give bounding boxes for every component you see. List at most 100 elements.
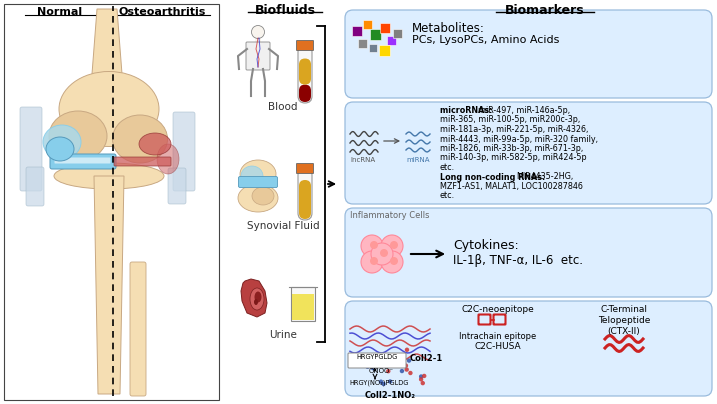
FancyBboxPatch shape	[369, 44, 377, 53]
Text: C-Terminal: C-Terminal	[601, 305, 647, 314]
FancyBboxPatch shape	[299, 84, 311, 102]
Ellipse shape	[250, 288, 264, 310]
Circle shape	[390, 241, 398, 249]
FancyBboxPatch shape	[297, 40, 313, 50]
Circle shape	[421, 381, 425, 385]
Text: miRNA: miRNA	[406, 157, 429, 163]
Text: C2C-neoepitope: C2C-neoepitope	[462, 305, 534, 314]
Ellipse shape	[252, 25, 265, 38]
Text: ONOO⁻: ONOO⁻	[369, 368, 394, 374]
Circle shape	[381, 235, 403, 257]
Text: Biofluids: Biofluids	[255, 4, 315, 17]
FancyBboxPatch shape	[298, 45, 312, 103]
Circle shape	[356, 354, 360, 359]
Text: MIR4435-2HG,: MIR4435-2HG,	[516, 173, 573, 181]
FancyBboxPatch shape	[381, 23, 391, 34]
Text: IL-1β, TNF-α, IL-6  etc.: IL-1β, TNF-α, IL-6 etc.	[453, 254, 583, 267]
Text: HRGYPGLDG: HRGYPGLDG	[356, 354, 398, 360]
Ellipse shape	[252, 187, 274, 205]
FancyBboxPatch shape	[299, 180, 311, 219]
Ellipse shape	[43, 125, 81, 159]
FancyBboxPatch shape	[50, 154, 116, 169]
FancyBboxPatch shape	[345, 208, 712, 297]
Text: Osteoarthritis: Osteoarthritis	[118, 7, 206, 17]
Text: lncRNA: lncRNA	[350, 157, 375, 163]
Circle shape	[366, 365, 370, 369]
Text: miR-497, miR-146a-5p,: miR-497, miR-146a-5p,	[478, 106, 570, 115]
Circle shape	[419, 375, 423, 379]
Ellipse shape	[54, 163, 164, 189]
Ellipse shape	[46, 137, 74, 161]
Text: Normal: Normal	[37, 7, 82, 17]
FancyBboxPatch shape	[54, 158, 110, 164]
FancyBboxPatch shape	[168, 168, 186, 204]
Circle shape	[370, 257, 378, 265]
Circle shape	[388, 379, 392, 384]
Text: Urine: Urine	[269, 330, 297, 340]
Circle shape	[381, 251, 403, 273]
Text: (CTX-II): (CTX-II)	[607, 327, 640, 336]
Ellipse shape	[113, 115, 168, 163]
Circle shape	[388, 358, 392, 362]
Circle shape	[390, 257, 398, 265]
Circle shape	[419, 377, 423, 381]
Circle shape	[370, 241, 378, 249]
FancyBboxPatch shape	[297, 164, 313, 173]
Text: Metabolites:: Metabolites:	[412, 22, 485, 35]
Circle shape	[408, 371, 412, 375]
FancyBboxPatch shape	[255, 32, 261, 44]
Circle shape	[371, 366, 375, 370]
FancyBboxPatch shape	[358, 40, 368, 48]
Polygon shape	[92, 9, 122, 74]
FancyBboxPatch shape	[298, 168, 312, 220]
FancyBboxPatch shape	[4, 4, 219, 400]
Polygon shape	[241, 279, 267, 317]
Text: Coll2-1NO₂: Coll2-1NO₂	[365, 391, 416, 400]
Text: etc.: etc.	[440, 163, 455, 172]
Text: Blood: Blood	[268, 102, 298, 112]
Text: miR-140-3p, miR-582-5p, miR424-5p: miR-140-3p, miR-582-5p, miR424-5p	[440, 154, 587, 162]
Circle shape	[407, 358, 412, 363]
Text: Inflammatory Cells: Inflammatory Cells	[350, 211, 429, 220]
Text: Biomarkers: Biomarkers	[505, 4, 585, 17]
FancyBboxPatch shape	[345, 301, 712, 396]
FancyBboxPatch shape	[114, 157, 171, 166]
Text: miR-4443, miR-99a-5p, miR-320 family,: miR-4443, miR-99a-5p, miR-320 family,	[440, 135, 598, 143]
Text: Long non-coding RNAs:: Long non-coding RNAs:	[440, 173, 548, 181]
FancyBboxPatch shape	[173, 112, 195, 191]
Circle shape	[404, 367, 409, 372]
Circle shape	[386, 369, 391, 373]
Ellipse shape	[241, 166, 263, 186]
Text: Coll2-1: Coll2-1	[410, 354, 443, 363]
Ellipse shape	[238, 184, 278, 212]
Text: miR-365, miR-100-5p, miR200c-3p,: miR-365, miR-100-5p, miR200c-3p,	[440, 116, 580, 124]
FancyBboxPatch shape	[239, 177, 277, 187]
Circle shape	[361, 251, 383, 273]
Circle shape	[382, 360, 386, 364]
Text: HRGY(NO₂)PGLDG: HRGY(NO₂)PGLDG	[349, 380, 409, 387]
Circle shape	[404, 364, 408, 368]
FancyBboxPatch shape	[130, 262, 146, 396]
Text: microRNAs:: microRNAs:	[440, 106, 495, 115]
Text: miR-1826, miR-33b-3p, miR-671-3p,: miR-1826, miR-33b-3p, miR-671-3p,	[440, 144, 583, 153]
Ellipse shape	[59, 72, 159, 147]
Circle shape	[379, 379, 383, 384]
Circle shape	[381, 382, 386, 386]
FancyBboxPatch shape	[26, 167, 44, 206]
FancyBboxPatch shape	[364, 21, 373, 29]
Ellipse shape	[255, 292, 262, 303]
Text: miR-181a-3p, miR-221-5p, miR-4326,: miR-181a-3p, miR-221-5p, miR-4326,	[440, 125, 589, 134]
FancyBboxPatch shape	[20, 107, 42, 191]
Text: Synovial Fluid: Synovial Fluid	[247, 221, 319, 231]
FancyBboxPatch shape	[394, 29, 402, 38]
Circle shape	[400, 369, 404, 373]
Circle shape	[371, 243, 393, 265]
Ellipse shape	[240, 160, 276, 188]
Ellipse shape	[49, 111, 107, 161]
Bar	[292, 294, 314, 320]
Ellipse shape	[157, 144, 179, 174]
Circle shape	[405, 347, 409, 352]
Circle shape	[364, 356, 368, 360]
Circle shape	[380, 249, 388, 257]
FancyBboxPatch shape	[291, 287, 315, 321]
